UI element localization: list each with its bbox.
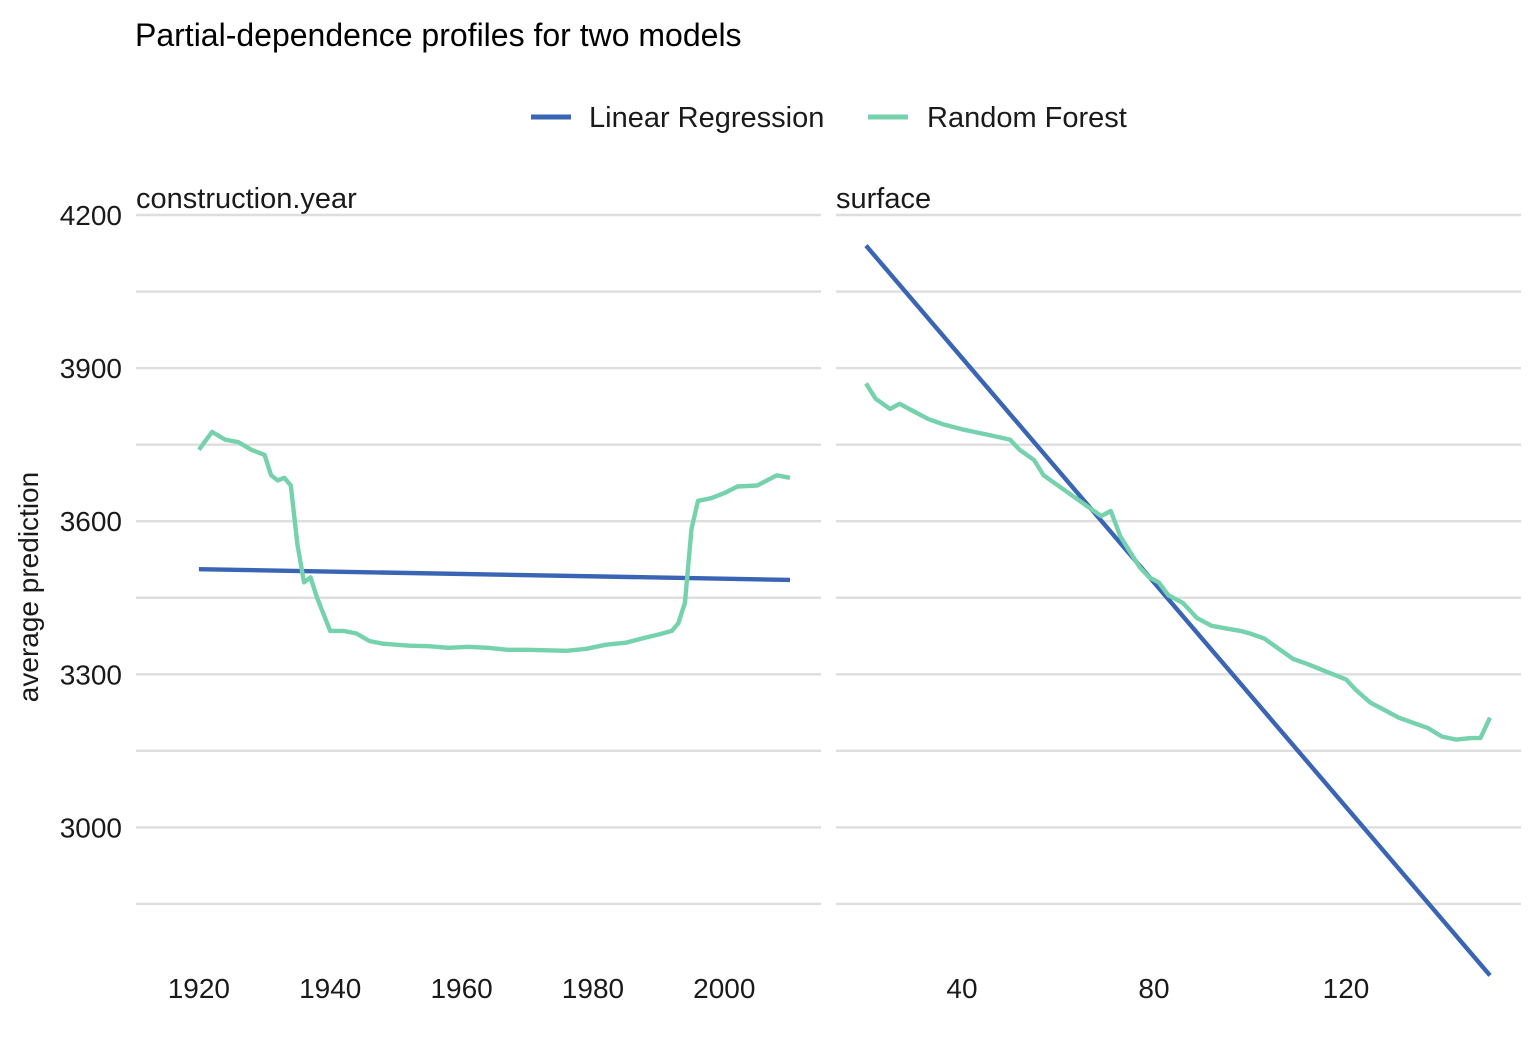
x-tick-label-panel-1: 1920	[168, 973, 230, 1004]
y-tick-label: 4200	[60, 200, 122, 231]
y-tick-labels: 3000 3300 3600 3900 4200	[60, 200, 122, 843]
x-tick-label-panel-2: 40	[946, 973, 977, 1004]
legend: Linear Regression Random Forest	[531, 102, 1127, 134]
series-line-linear-regression-panel-2	[864, 244, 1492, 977]
y-axis-label: average prediction	[13, 472, 44, 702]
legend-label-linear-regression: Linear Regression	[589, 102, 824, 134]
x-tick-labels: 1920 1940 1960 1980 2000 40 80 120	[168, 973, 1370, 1004]
series-line-random-forest-panel-2	[864, 382, 1492, 742]
x-tick-label-panel-2: 120	[1323, 973, 1370, 1004]
series-layer	[197, 244, 1492, 977]
x-tick-label-panel-1: 1940	[299, 973, 361, 1004]
grid-layer	[136, 213, 1521, 906]
chart-title: Partial-dependence profiles for two mode…	[135, 17, 742, 53]
y-tick-label: 3600	[60, 506, 122, 537]
y-tick-label: 3300	[60, 659, 122, 690]
panel-strip-surface: surface	[836, 183, 931, 215]
x-tick-label-panel-1: 2000	[693, 973, 755, 1004]
x-tick-label-panel-2: 80	[1138, 973, 1169, 1004]
x-tick-label-panel-1: 1960	[430, 973, 492, 1004]
series-line-random-forest-panel-1	[197, 429, 791, 653]
series-line-linear-regression-panel-1	[198, 567, 791, 583]
legend-label-random-forest: Random Forest	[927, 102, 1127, 134]
x-tick-label-panel-1: 1980	[562, 973, 624, 1004]
y-tick-label: 3000	[60, 812, 122, 843]
panel-strip-construction-year: construction.year	[136, 183, 357, 215]
y-tick-label: 3900	[60, 353, 122, 384]
